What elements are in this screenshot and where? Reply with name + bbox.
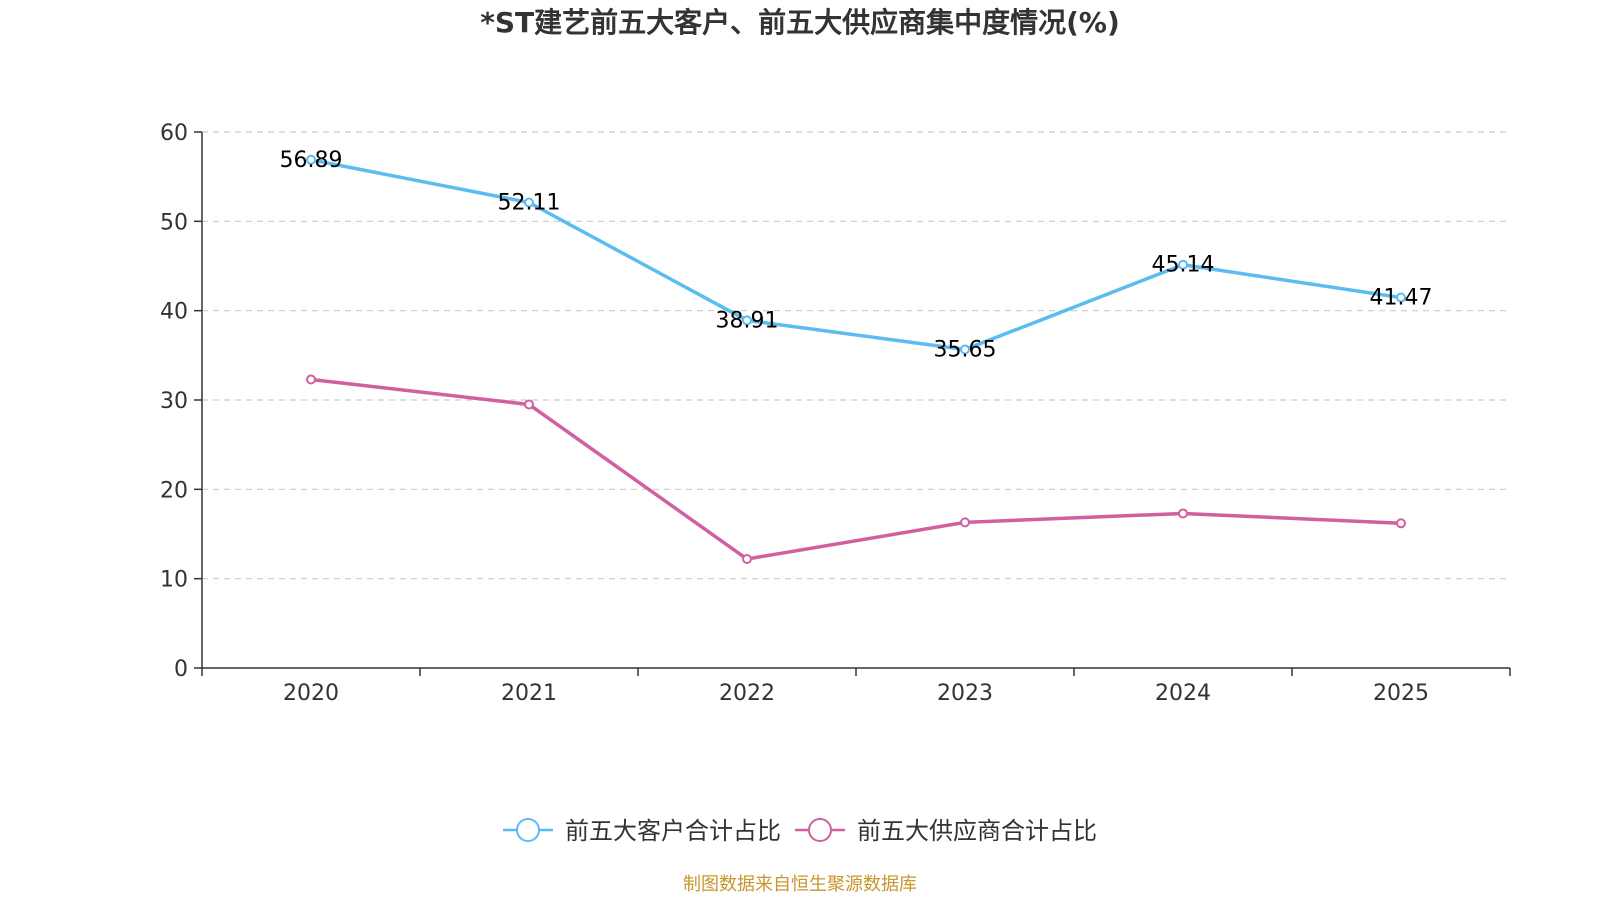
data-label-series-0-2022: 38.91 — [716, 308, 779, 333]
y-tick-label-20: 20 — [160, 478, 188, 503]
data-label-series-0-2020: 56.89 — [280, 148, 343, 173]
data-label-series-0-2023: 35.65 — [934, 338, 997, 363]
legend-label-1[interactable]: 前五大供应商合计占比 — [857, 817, 1097, 845]
series-0-point-2022[interactable] — [742, 315, 752, 326]
series-1-point-2020[interactable] — [306, 374, 316, 385]
data-label-series-0-2025: 41.47 — [1370, 286, 1433, 311]
series-layer — [306, 154, 1406, 565]
series-0-point-2025[interactable] — [1396, 292, 1406, 303]
x-tick-label-2021: 2021 — [501, 681, 557, 706]
series-0-point-2020[interactable] — [306, 154, 316, 165]
series-1-point-2022[interactable] — [742, 554, 752, 565]
x-tick-label-2020: 2020 — [283, 681, 339, 706]
series-1-point-2023[interactable] — [960, 517, 970, 528]
legend[interactable]: 前五大客户合计占比 前五大供应商合计占比 — [503, 817, 1097, 845]
axes: 0 10 20 30 40 50 60 2020 2021 2022 2023 2024 2025 — [160, 121, 1511, 706]
series-line-0 — [310, 158, 1402, 352]
y-tick-label-50: 50 — [160, 210, 188, 235]
data-label-series-0-2021: 52.11 — [498, 190, 561, 215]
data-labels: 56.89 52.11 38.91 35.65 45.14 41.47 — [280, 148, 1433, 363]
legend-label-0[interactable]: 前五大客户合计占比 — [565, 817, 781, 845]
legend-marker-0[interactable] — [516, 818, 540, 842]
series-0-point-2024[interactable] — [1178, 259, 1188, 270]
series-1-point-2024[interactable] — [1178, 508, 1188, 519]
x-tick-label-2025: 2025 — [1373, 681, 1429, 706]
x-tick-label-2023: 2023 — [937, 681, 993, 706]
y-tick-label-10: 10 — [160, 568, 188, 593]
series-line-1 — [310, 377, 1402, 561]
legend-marker-1[interactable] — [808, 818, 832, 842]
series-1-point-2025[interactable] — [1396, 518, 1406, 529]
source-note: 制图数据来自恒生聚源数据库 — [683, 874, 917, 895]
y-tick-label-40: 40 — [160, 300, 188, 325]
x-tick-label-2024: 2024 — [1155, 681, 1211, 706]
chart-title: *ST建艺前五大客户、前五大供应商集中度情况(%) — [480, 6, 1120, 39]
y-tick-label-30: 30 — [160, 389, 188, 414]
x-tick-label-2022: 2022 — [719, 681, 775, 706]
series-0-point-2021[interactable] — [524, 197, 534, 208]
y-tick-label-60: 60 — [160, 121, 188, 146]
data-label-series-0-2024: 45.14 — [1152, 253, 1215, 278]
series-0-point-2023[interactable] — [960, 344, 970, 355]
series-1-point-2021[interactable] — [524, 399, 534, 410]
grid-lines — [202, 131, 1510, 580]
y-tick-label-0: 0 — [174, 657, 188, 682]
